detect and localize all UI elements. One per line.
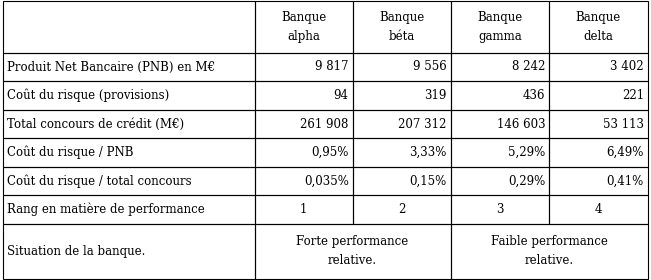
Text: 53 113: 53 113 <box>603 118 644 130</box>
Text: 4: 4 <box>595 203 602 216</box>
Bar <box>255 167 353 195</box>
Text: Faible performance
relative.: Faible performance relative. <box>491 235 607 267</box>
Bar <box>3 195 255 224</box>
Text: Rang en matière de performance: Rang en matière de performance <box>7 203 204 216</box>
Bar <box>255 224 450 279</box>
Bar <box>549 167 648 195</box>
Text: 6,49%: 6,49% <box>607 146 644 159</box>
Text: Situation de la banque.: Situation de la banque. <box>7 245 145 258</box>
Text: 2: 2 <box>398 203 405 216</box>
Bar <box>353 138 450 167</box>
Bar <box>450 81 549 110</box>
Text: 221: 221 <box>622 89 644 102</box>
Text: 0,035%: 0,035% <box>304 175 349 188</box>
Text: 9 817: 9 817 <box>315 60 349 73</box>
Text: 207 312: 207 312 <box>398 118 447 130</box>
Bar <box>3 138 255 167</box>
Text: Banque
béta: Banque béta <box>379 11 424 43</box>
Text: Banque
alpha: Banque alpha <box>281 11 326 43</box>
Text: 1: 1 <box>300 203 307 216</box>
Bar <box>255 1 353 53</box>
Text: 3 402: 3 402 <box>610 60 644 73</box>
Text: Coût du risque (provisions): Coût du risque (provisions) <box>7 89 169 102</box>
Bar <box>549 195 648 224</box>
Text: 3: 3 <box>496 203 504 216</box>
Bar <box>353 167 450 195</box>
Bar <box>450 1 549 53</box>
Bar <box>3 224 255 279</box>
Bar <box>3 1 255 53</box>
Bar <box>3 81 255 110</box>
Text: 3,33%: 3,33% <box>409 146 447 159</box>
Text: Coût du risque / total concours: Coût du risque / total concours <box>7 174 191 188</box>
Bar <box>3 53 255 81</box>
Bar <box>450 167 549 195</box>
Bar <box>255 138 353 167</box>
Bar <box>3 110 255 138</box>
Text: 0,95%: 0,95% <box>311 146 349 159</box>
Bar <box>549 1 648 53</box>
Bar <box>450 53 549 81</box>
Bar <box>353 81 450 110</box>
Bar <box>353 1 450 53</box>
Text: Banque
delta: Banque delta <box>576 11 621 43</box>
Bar <box>549 110 648 138</box>
Text: Banque
gamma: Banque gamma <box>477 11 523 43</box>
Text: 94: 94 <box>334 89 349 102</box>
Bar <box>255 81 353 110</box>
Text: 9 556: 9 556 <box>413 60 447 73</box>
Text: Total concours de crédit (M€): Total concours de crédit (M€) <box>7 118 184 130</box>
Bar <box>450 224 648 279</box>
Bar <box>255 53 353 81</box>
Text: 0,41%: 0,41% <box>607 175 644 188</box>
Bar <box>255 110 353 138</box>
Text: 146 603: 146 603 <box>497 118 546 130</box>
Text: 8 242: 8 242 <box>512 60 546 73</box>
Text: 319: 319 <box>424 89 447 102</box>
Bar <box>549 81 648 110</box>
Bar <box>353 110 450 138</box>
Bar <box>450 138 549 167</box>
Text: 0,29%: 0,29% <box>508 175 546 188</box>
Text: Forte performance
relative.: Forte performance relative. <box>296 235 409 267</box>
Bar <box>255 195 353 224</box>
Bar <box>549 53 648 81</box>
Text: 5,29%: 5,29% <box>508 146 546 159</box>
Text: Produit Net Bancaire (PNB) en M€: Produit Net Bancaire (PNB) en M€ <box>7 60 215 73</box>
Bar <box>450 110 549 138</box>
Bar <box>353 53 450 81</box>
Text: Coût du risque / PNB: Coût du risque / PNB <box>7 146 133 159</box>
Text: 0,15%: 0,15% <box>409 175 447 188</box>
Bar <box>549 138 648 167</box>
Bar <box>450 195 549 224</box>
Text: 261 908: 261 908 <box>300 118 349 130</box>
Bar <box>353 195 450 224</box>
Bar <box>3 167 255 195</box>
Text: 436: 436 <box>523 89 546 102</box>
